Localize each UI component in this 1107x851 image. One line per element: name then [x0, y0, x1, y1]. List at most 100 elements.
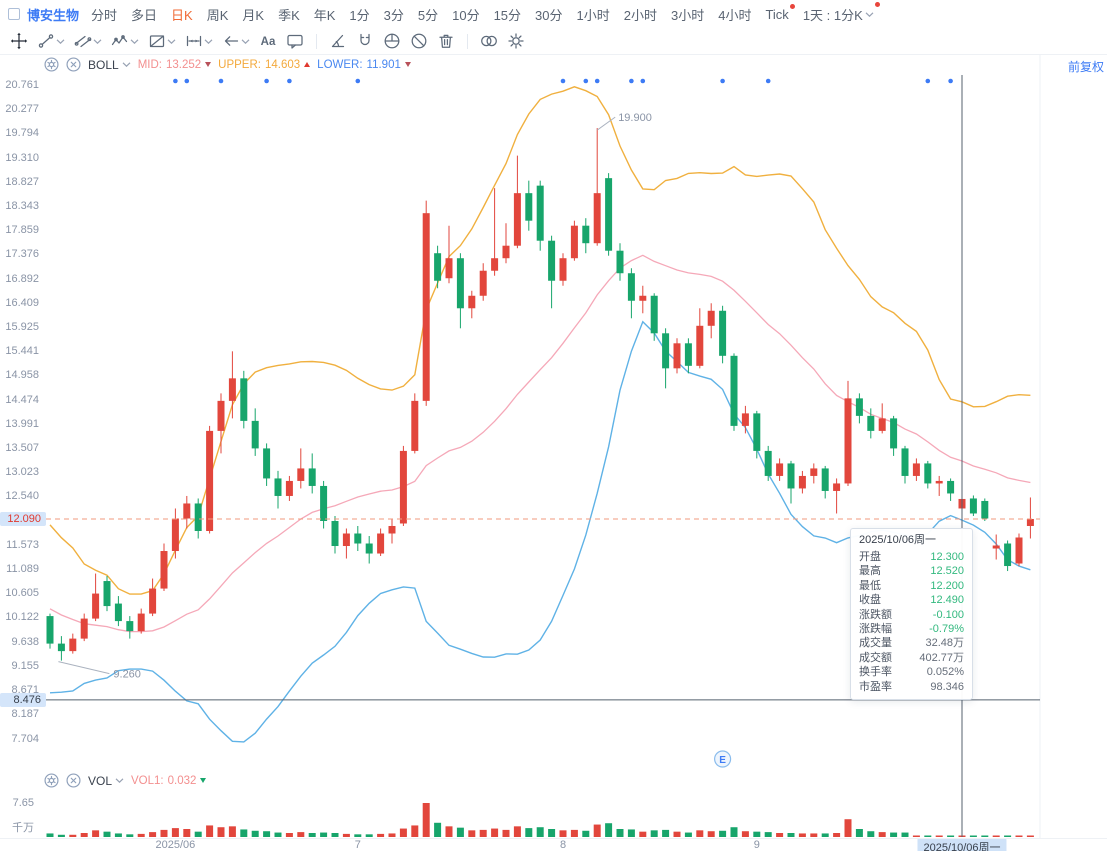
- tooltip-row: 涨跌额 -0.100: [859, 608, 964, 622]
- tab-30分[interactable]: 30分: [535, 5, 562, 24]
- event-dot-icon[interactable]: [173, 78, 178, 84]
- pattern-icon[interactable]: [146, 30, 178, 52]
- event-dot-icon[interactable]: [948, 78, 953, 84]
- measure-icon[interactable]: [183, 30, 215, 52]
- candle-body: [559, 258, 567, 281]
- angle-icon[interactable]: [327, 30, 349, 52]
- text-tool-icon[interactable]: Aa: [257, 30, 279, 52]
- tab-3小时[interactable]: 3小时: [671, 5, 704, 24]
- candle-tooltip: 2025/10/06周一 开盘 12.300 最高 12.520 最低 12.200 收盘 1…: [850, 528, 973, 701]
- event-dot-icon[interactable]: [218, 78, 224, 84]
- event-dot-icon[interactable]: [583, 78, 589, 84]
- event-dot-icon[interactable]: [594, 78, 600, 84]
- channel-icon[interactable]: [72, 30, 104, 52]
- candle-body: [160, 551, 168, 589]
- tab-1分[interactable]: 1分: [349, 5, 369, 24]
- candle-body: [593, 193, 601, 244]
- volume-bar: [320, 832, 328, 837]
- boll-name[interactable]: BOLL: [88, 58, 131, 72]
- tab-4小时[interactable]: 4小时: [718, 5, 751, 24]
- volume-bar: [924, 835, 932, 837]
- candle-body: [627, 273, 635, 301]
- tab-label: 10分: [452, 7, 480, 23]
- trash-icon[interactable]: [435, 30, 457, 52]
- tab-日K[interactable]: 日K: [171, 5, 193, 24]
- event-dot-icon[interactable]: [184, 78, 190, 84]
- prohibit-icon[interactable]: [408, 30, 430, 52]
- notification-dot-icon: [789, 3, 795, 9]
- candle-body: [149, 588, 157, 614]
- split-circle-icon[interactable]: [381, 30, 403, 52]
- price-axis-label: 11.573: [6, 538, 39, 551]
- event-dot-icon[interactable]: [560, 78, 566, 84]
- vol-settings-icon[interactable]: [44, 773, 59, 788]
- vol-name[interactable]: VOL: [88, 774, 124, 788]
- pan-tool-icon[interactable]: [8, 30, 30, 52]
- event-dot-icon[interactable]: [629, 78, 634, 84]
- stock-name[interactable]: 博安生物: [27, 7, 80, 23]
- boll-close-icon[interactable]: [66, 57, 81, 72]
- magnet-icon[interactable]: [354, 30, 376, 52]
- tab-多日[interactable]: 多日: [131, 5, 157, 24]
- event-dot-icon[interactable]: [925, 78, 931, 84]
- adjust-mode-link[interactable]: 前复权: [1067, 60, 1104, 74]
- candle-body: [217, 400, 225, 431]
- stock-checkbox[interactable]: [8, 8, 20, 20]
- volume-bar: [103, 831, 111, 837]
- volume-bar: [251, 830, 259, 837]
- tab-1天 : 1分K[interactable]: 1天 : 1分K: [803, 1, 880, 24]
- event-dot-icon[interactable]: [264, 78, 269, 84]
- tab-3分[interactable]: 3分: [384, 5, 404, 24]
- time-axis-label: 2025/06: [155, 839, 196, 851]
- price-axis-label: 8.187: [11, 708, 39, 721]
- tab-分时[interactable]: 分时: [91, 5, 117, 24]
- arrow-left-icon[interactable]: [220, 30, 252, 52]
- candle-body: [251, 420, 259, 449]
- e-circle-icon[interactable]: [713, 750, 732, 768]
- event-dot-icon[interactable]: [287, 78, 292, 84]
- tab-年K[interactable]: 年K: [314, 5, 336, 24]
- vol-label: VOL: [88, 773, 113, 788]
- link-circles-icon[interactable]: [478, 30, 500, 52]
- tab-5分[interactable]: 5分: [418, 5, 438, 24]
- tab-季K[interactable]: 季K: [278, 5, 300, 24]
- price-axis-label: 10.605: [5, 587, 39, 600]
- event-dot-icon[interactable]: [720, 78, 725, 84]
- wave-icon[interactable]: [109, 30, 141, 52]
- time-axis-label: 7: [354, 839, 361, 851]
- candle-body: [798, 475, 806, 489]
- chevron-down-icon: [865, 11, 874, 17]
- chevron-down-icon: [130, 38, 139, 44]
- event-dot-icon[interactable]: [765, 78, 771, 84]
- tab-label: 30分: [535, 7, 563, 23]
- tooltip-row: 成交量 32.48万: [859, 636, 964, 650]
- candle-body: [582, 225, 590, 244]
- candle-body: [901, 448, 909, 476]
- volume-bar: [787, 833, 795, 837]
- tab-周K[interactable]: 周K: [207, 5, 229, 24]
- tab-15分[interactable]: 15分: [494, 5, 521, 24]
- tab-月K[interactable]: 月K: [242, 5, 264, 24]
- candle-body: [947, 480, 955, 494]
- tooltip-row: 收盘 12.490: [859, 593, 964, 607]
- tab-10分[interactable]: 10分: [452, 5, 479, 24]
- settings-icon[interactable]: [505, 30, 527, 52]
- trend-line-icon[interactable]: [35, 30, 67, 52]
- topbar: 博安生物 分时 多日 日K 周K 月K 季K 年K 1分 3分 5分 10分 15分 30分 1小时 2小时…: [0, 0, 1107, 28]
- vol-close-icon[interactable]: [66, 773, 81, 788]
- volume-bar: [969, 835, 977, 837]
- candle-body: [513, 193, 521, 246]
- candle-body: [605, 178, 613, 251]
- event-dot-icon[interactable]: [640, 78, 646, 84]
- current-price-badge: 12.090: [0, 511, 46, 526]
- tab-1小时[interactable]: 1小时: [577, 5, 610, 24]
- boll-settings-icon[interactable]: [44, 57, 59, 72]
- event-dot-icon[interactable]: [355, 78, 361, 84]
- tab-2小时[interactable]: 2小时: [624, 5, 657, 24]
- tab-label: 季K: [278, 7, 300, 23]
- tab-Tick[interactable]: Tick: [765, 3, 795, 22]
- boll-upper-line: [49, 86, 1031, 595]
- note-icon[interactable]: [284, 30, 306, 52]
- volume-bar: [502, 829, 510, 837]
